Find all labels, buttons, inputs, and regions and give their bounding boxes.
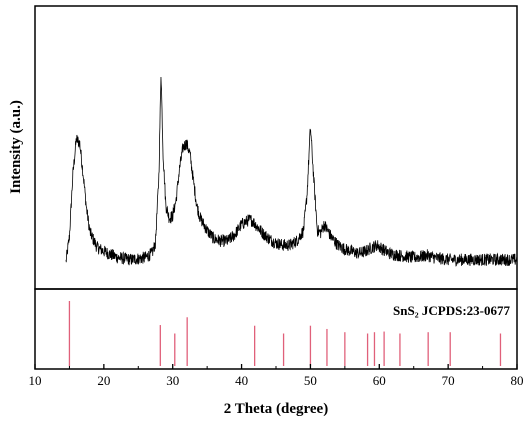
reference-lines <box>68 301 502 366</box>
x-tick-label-50: 50 <box>304 373 317 388</box>
reference-label: SnS₂ JCPDS:23-0677 <box>393 303 510 318</box>
x-tick-label-30: 30 <box>166 373 179 388</box>
x-axis-ticks: 10 20 30 40 50 60 70 80 <box>29 364 524 388</box>
x-tick-label-80: 80 <box>511 373 524 388</box>
x-tick-label-40: 40 <box>235 373 248 388</box>
xrd-spectrum <box>65 76 518 267</box>
xrd-series-line <box>65 76 518 267</box>
x-tick-label-70: 70 <box>442 373 455 388</box>
x-tick-label-20: 20 <box>97 373 110 388</box>
x-tick-label-60: 60 <box>373 373 386 388</box>
x-tick-label-10: 10 <box>29 373 42 388</box>
y-axis-title: Intensity (a.u.) <box>8 100 24 194</box>
x-axis-title: 2 Theta (degree) <box>224 401 328 417</box>
bottom-plot-frame <box>34 288 518 370</box>
